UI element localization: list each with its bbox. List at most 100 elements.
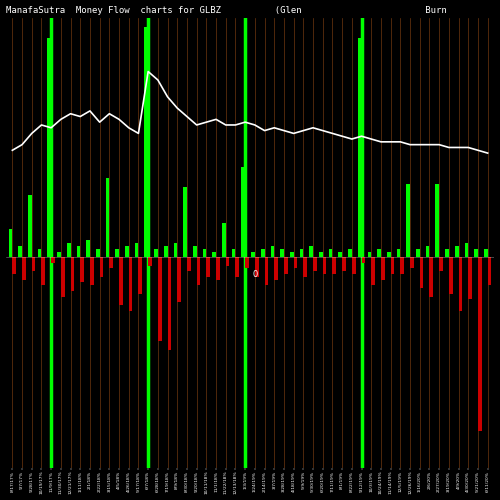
Bar: [96, 248, 100, 257]
Bar: [12, 257, 16, 274]
Bar: [67, 243, 70, 257]
Bar: [387, 252, 390, 257]
Bar: [193, 246, 196, 257]
Bar: [80, 257, 84, 282]
Bar: [304, 257, 307, 277]
Bar: [310, 246, 313, 257]
Bar: [426, 246, 430, 257]
Bar: [270, 246, 274, 257]
Bar: [348, 248, 352, 257]
Bar: [148, 257, 152, 266]
Bar: [154, 248, 158, 257]
Bar: [261, 248, 264, 257]
Bar: [390, 257, 394, 274]
Bar: [251, 252, 255, 257]
Bar: [236, 257, 239, 277]
Bar: [280, 248, 284, 257]
Bar: [216, 257, 220, 280]
Bar: [378, 248, 381, 257]
Bar: [70, 257, 74, 291]
Bar: [488, 257, 492, 286]
Bar: [290, 252, 294, 257]
Bar: [32, 257, 36, 271]
Bar: [90, 257, 94, 286]
Bar: [342, 257, 346, 271]
Bar: [232, 248, 235, 257]
Bar: [381, 257, 384, 280]
Bar: [323, 257, 326, 274]
Bar: [484, 248, 488, 257]
Text: 0: 0: [252, 270, 258, 278]
Bar: [445, 248, 449, 257]
Bar: [184, 187, 187, 257]
Bar: [294, 257, 298, 268]
Bar: [110, 257, 113, 268]
Bar: [177, 257, 181, 302]
Bar: [455, 246, 458, 257]
Bar: [396, 248, 400, 257]
Bar: [86, 240, 90, 257]
Bar: [255, 257, 258, 277]
Bar: [372, 257, 375, 286]
Bar: [42, 257, 45, 286]
Bar: [468, 257, 472, 300]
Bar: [416, 248, 420, 257]
Text: ManafaSutra  Money Flow  charts for GLBZ          (Glen                       Bu: ManafaSutra Money Flow charts for GLBZ (…: [6, 6, 446, 15]
Bar: [436, 184, 439, 257]
Bar: [478, 257, 482, 432]
Bar: [18, 246, 22, 257]
Bar: [174, 243, 177, 257]
Bar: [284, 257, 288, 274]
Bar: [76, 246, 80, 257]
Bar: [158, 257, 162, 342]
Bar: [430, 257, 433, 296]
Bar: [212, 252, 216, 257]
Bar: [222, 224, 226, 257]
Bar: [119, 257, 122, 305]
Bar: [400, 257, 404, 274]
Bar: [38, 248, 42, 257]
Bar: [206, 257, 210, 277]
Bar: [274, 257, 278, 280]
Bar: [362, 257, 365, 263]
Bar: [264, 257, 268, 286]
Bar: [313, 257, 316, 271]
Bar: [128, 257, 132, 310]
Bar: [196, 257, 200, 286]
Bar: [329, 248, 332, 257]
Bar: [368, 252, 372, 257]
Bar: [125, 246, 128, 257]
Bar: [164, 246, 168, 257]
Bar: [187, 257, 190, 271]
Bar: [332, 257, 336, 274]
Bar: [168, 257, 171, 350]
Bar: [449, 257, 452, 294]
Bar: [300, 248, 304, 257]
Bar: [226, 257, 230, 266]
Bar: [458, 257, 462, 310]
Bar: [420, 257, 424, 288]
Bar: [8, 229, 12, 257]
Bar: [245, 257, 249, 268]
Bar: [410, 257, 414, 268]
Bar: [439, 257, 443, 271]
Bar: [57, 252, 61, 257]
Bar: [338, 252, 342, 257]
Bar: [464, 243, 468, 257]
Bar: [106, 178, 110, 257]
Bar: [22, 257, 26, 280]
Bar: [51, 257, 55, 263]
Bar: [135, 243, 138, 257]
Bar: [138, 257, 142, 294]
Bar: [144, 26, 148, 257]
Bar: [406, 184, 410, 257]
Bar: [358, 38, 362, 257]
Bar: [28, 196, 32, 257]
Bar: [116, 248, 119, 257]
Bar: [48, 38, 51, 257]
Bar: [319, 252, 323, 257]
Bar: [352, 257, 356, 274]
Bar: [202, 248, 206, 257]
Bar: [100, 257, 103, 277]
Bar: [242, 167, 245, 257]
